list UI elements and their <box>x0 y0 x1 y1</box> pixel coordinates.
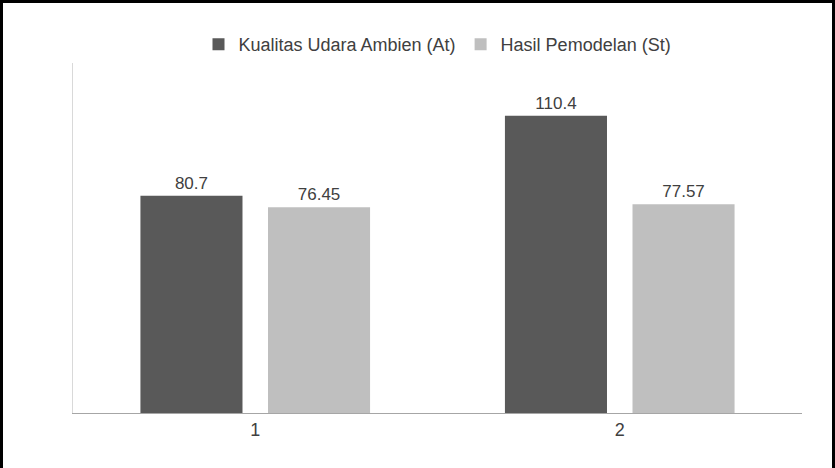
svg-text:80.7: 80.7 <box>175 174 208 193</box>
svg-text:Kualitas Udara Ambien (At): Kualitas Udara Ambien (At) <box>239 35 456 55</box>
svg-text:110.4: 110.4 <box>535 94 576 113</box>
svg-text:2: 2 <box>615 420 625 440</box>
svg-text:1: 1 <box>250 420 260 440</box>
svg-text:77.57: 77.57 <box>662 182 705 201</box>
svg-text:Hasil Pemodelan (St): Hasil Pemodelan (St) <box>501 35 671 55</box>
svg-text:76.45: 76.45 <box>298 185 341 204</box>
